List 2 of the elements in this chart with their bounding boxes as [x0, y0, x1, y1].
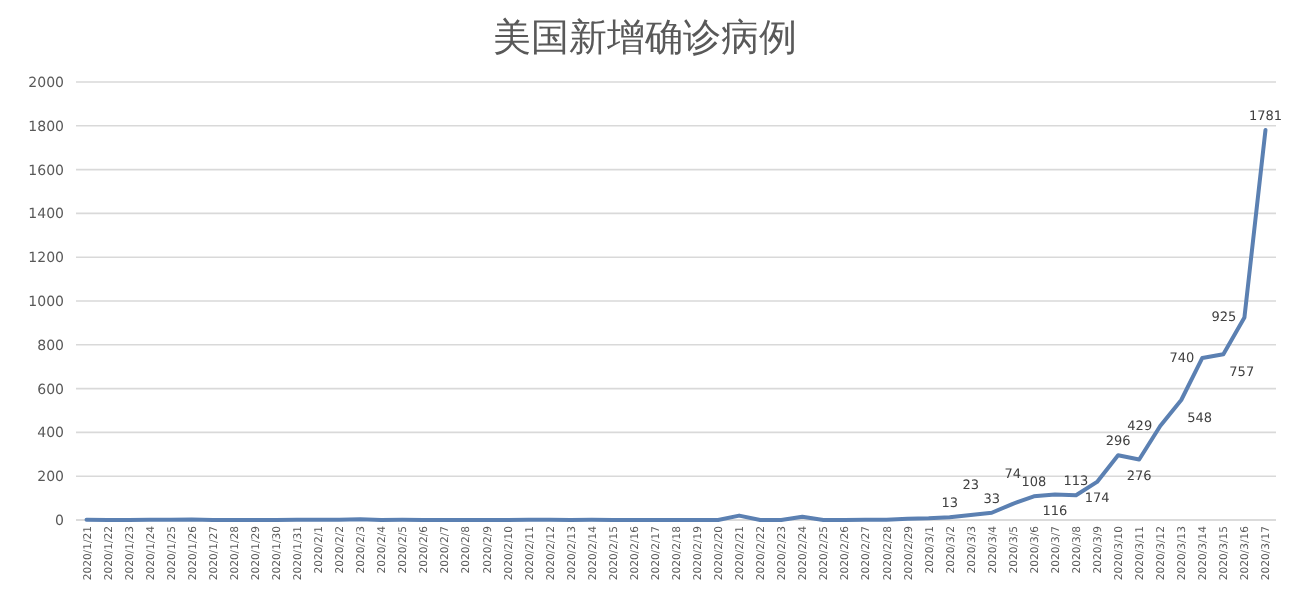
- chart-title: 美国新增确诊病例: [493, 16, 797, 60]
- line-series: [84, 127, 1268, 522]
